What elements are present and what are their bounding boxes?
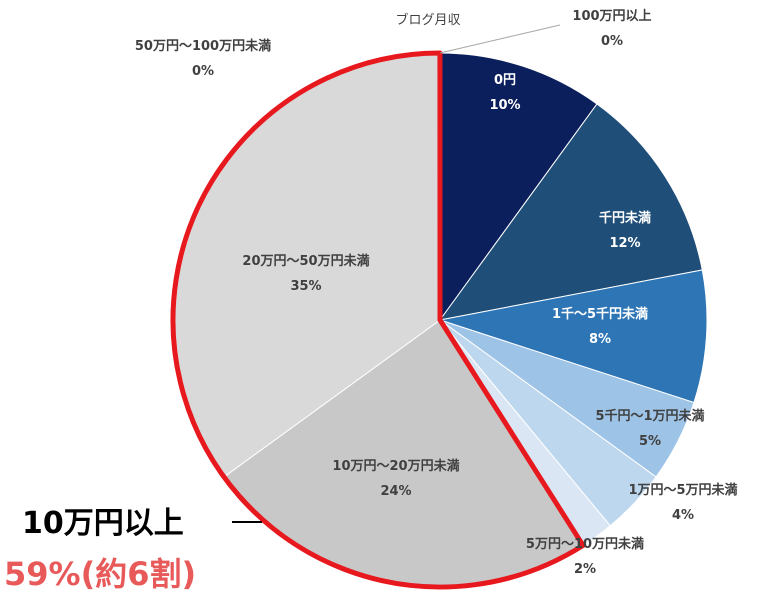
slice-value-label: 2%	[574, 562, 596, 577]
slice-label: 0円	[494, 73, 516, 88]
slice-1	[438, 103, 703, 321]
highlight-outline	[170, 50, 586, 590]
slice-value-label: 0%	[192, 64, 214, 79]
pie-slices	[172, 52, 708, 588]
chart-title: ブログ月収	[395, 12, 460, 28]
slice-0	[439, 52, 598, 322]
slice-2	[439, 269, 708, 404]
slice-value-label: 5%	[639, 434, 661, 449]
callout-line2: 59%(約6割)	[4, 555, 196, 593]
slice-label: 50万円～100万円未満	[135, 38, 271, 54]
slice-value-label: 0%	[601, 34, 623, 49]
slice-value-label: 35%	[290, 279, 321, 294]
slice-value-label: 12%	[609, 236, 640, 251]
slice-value-label: 10%	[489, 98, 520, 113]
slice-label: 5千円～1万円未満	[595, 408, 704, 424]
slice-labels: 0円 10% 千円未満 12% 1千～5千円未満 8% 5千円～1万円未満 5% 1万円～5万円…	[135, 9, 738, 577]
slice-label: 千円未満	[599, 210, 651, 226]
leader-lines	[439, 24, 561, 54]
slice-label: 1万円～5万円未満	[628, 482, 737, 498]
slice-label: 20万円～50万円未満	[242, 253, 369, 269]
slice-value-label: 4%	[672, 508, 694, 523]
slice-value-label: 8%	[589, 332, 611, 347]
slice-label: 10万円～20万円未満	[332, 458, 459, 474]
slice-label: 1千～5千円未満	[552, 306, 648, 322]
slice-label: 100万円以上	[572, 9, 651, 24]
slice-label: 5万円～10万円未満	[526, 536, 644, 552]
callout-line1: 10万円以上	[22, 506, 184, 541]
leader-line	[439, 24, 561, 54]
slice-value-label: 24%	[380, 484, 411, 499]
